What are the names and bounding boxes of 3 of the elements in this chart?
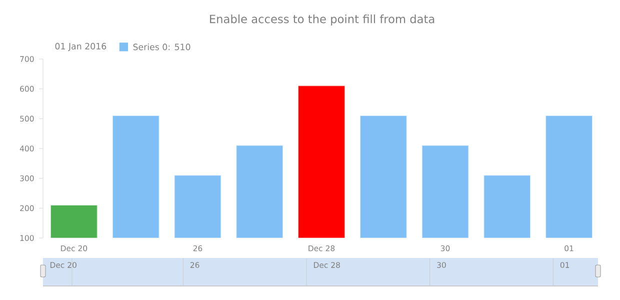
legend-label: Series 0: 510 — [133, 44, 190, 50]
legend-title: 01 Jan 2016 — [55, 42, 106, 52]
chart-title: Enable access to the point fill from data — [210, 14, 434, 26]
